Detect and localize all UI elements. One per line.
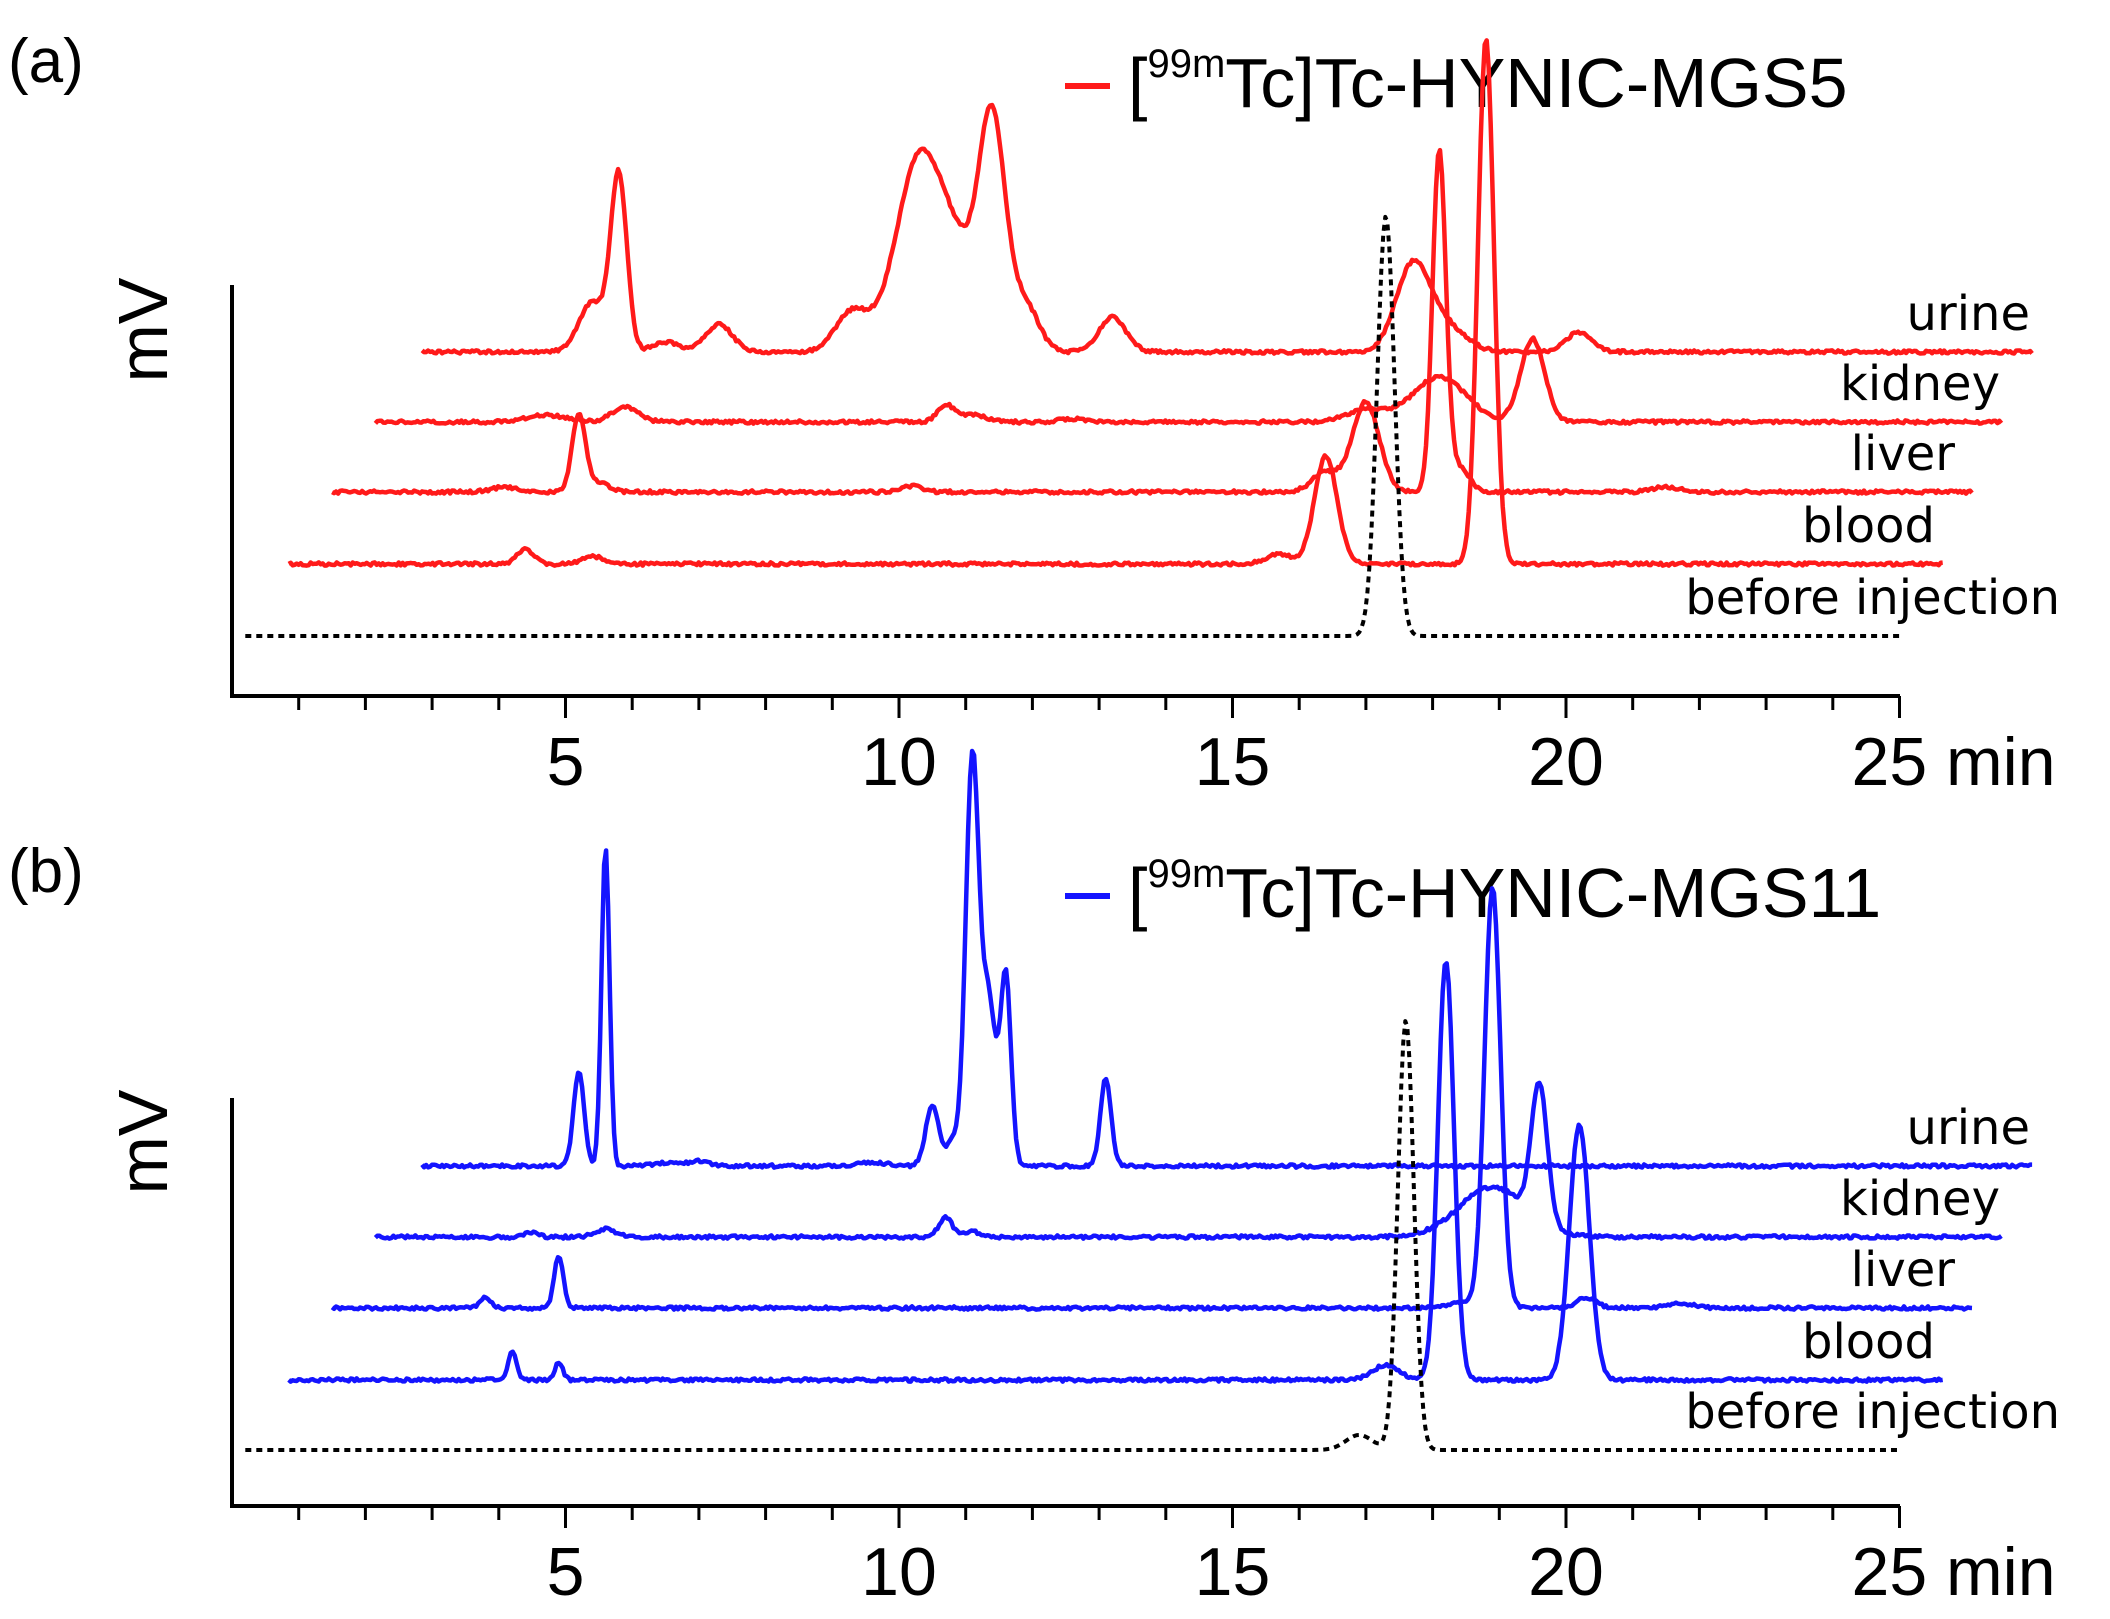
panel-b-tick-labels: 5 10 15 20 25 min	[547, 1534, 2056, 1610]
panel-b-trace-label-liver: liver	[1851, 1242, 1956, 1298]
panel-a-trace-blood	[287, 38, 1943, 568]
panel-b-tick-label-5: 5	[547, 1534, 585, 1610]
panel-b-tick-label-10: 10	[861, 1534, 937, 1610]
panel-b-label: (b)	[8, 837, 84, 906]
panel-b-tick-label-20: 20	[1528, 1534, 1604, 1610]
panel-a-legend: [99mTc]Tc-HYNIC-MGS5	[1065, 42, 1848, 122]
panel-b-trace-label-urine: urine	[1907, 1100, 2030, 1156]
panel-b-trace-before-injection	[245, 1019, 1900, 1452]
panel-a-trace-label-kidney: kidney	[1840, 356, 2000, 412]
panel-b-trace-urine	[420, 748, 2033, 1170]
panel-a-trace-kidney	[373, 335, 2004, 426]
panel-a-legend-suffix: Tc]Tc-HYNIC-MGS5	[1225, 44, 1847, 122]
panel-b-legend: [99mTc]Tc-HYNIC-MGS11	[1065, 852, 1881, 932]
panel-a-trace-labels: urine kidney liver blood before injection	[1685, 286, 2060, 626]
panel-b-y-axis-label: mV	[104, 1089, 182, 1194]
panel-a-legend-prefix: [	[1128, 44, 1147, 122]
panel-a-trace-label-liver: liver	[1851, 426, 1956, 482]
panel-a-tick-labels: 5 10 15 20 25 min	[547, 724, 2056, 800]
panel-b-trace-blood	[287, 961, 1944, 1384]
panel-a-y-axis-label: mV	[104, 277, 182, 382]
panel-a-trace-label-blood: blood	[1802, 498, 1935, 554]
svg-text:[99mTc]Tc-HYNIC-MGS5: [99mTc]Tc-HYNIC-MGS5	[1128, 42, 1848, 122]
panel-a-tick-label-15: 15	[1195, 724, 1271, 800]
panel-b-trace-liver	[330, 886, 1973, 1312]
panel-a-tick-label-10: 10	[861, 724, 937, 800]
svg-text:[99mTc]Tc-HYNIC-MGS11: [99mTc]Tc-HYNIC-MGS11	[1128, 852, 1881, 932]
panel-a-tick-label-5: 5	[547, 724, 585, 800]
panel-a-trace-liver	[331, 147, 1974, 496]
panel-a-traces	[245, 38, 2034, 638]
panel-b-legend-prefix: [	[1128, 854, 1147, 932]
panel-a-tick-label-20: 20	[1528, 724, 1604, 800]
panel-a-legend-superscript: 99m	[1147, 42, 1225, 86]
panel-b-trace-kidney	[373, 1080, 2003, 1241]
panel-b-trace-label-kidney: kidney	[1840, 1171, 2000, 1227]
panel-a-trace-label-before-injection: before injection	[1685, 570, 2060, 626]
panel-a-ticks	[297, 696, 1901, 718]
panel-a-label: (a)	[8, 27, 84, 96]
panel-b-legend-superscript: 99m	[1147, 852, 1225, 896]
panel-b-trace-label-before-injection: before injection	[1685, 1384, 2060, 1440]
panel-b-trace-label-blood: blood	[1802, 1314, 1935, 1370]
panel-a-trace-urine	[420, 102, 2034, 356]
panel-b-tick-label-15: 15	[1195, 1534, 1271, 1610]
panel-b-tick-label-25: 25 min	[1852, 1534, 2056, 1610]
panel-a: (a) mV [99mTc]Tc-HYNIC-MGS5 5 10 15 20 25 mi…	[8, 27, 2060, 800]
panel-a-trace-label-urine: urine	[1907, 286, 2030, 342]
panel-b-ticks	[297, 1506, 1901, 1528]
panel-a-tick-label-25: 25 min	[1852, 724, 2056, 800]
panel-a-trace-before-injection	[245, 214, 1900, 638]
panel-b-legend-suffix: Tc]Tc-HYNIC-MGS11	[1225, 854, 1881, 932]
panel-b-trace-labels: urine kidney liver blood before injection	[1685, 1100, 2060, 1440]
panel-b-traces	[245, 748, 2033, 1452]
panel-b: (b) mV [99mTc]Tc-HYNIC-MGS11 5 10 15 20 25 m…	[8, 748, 2060, 1610]
